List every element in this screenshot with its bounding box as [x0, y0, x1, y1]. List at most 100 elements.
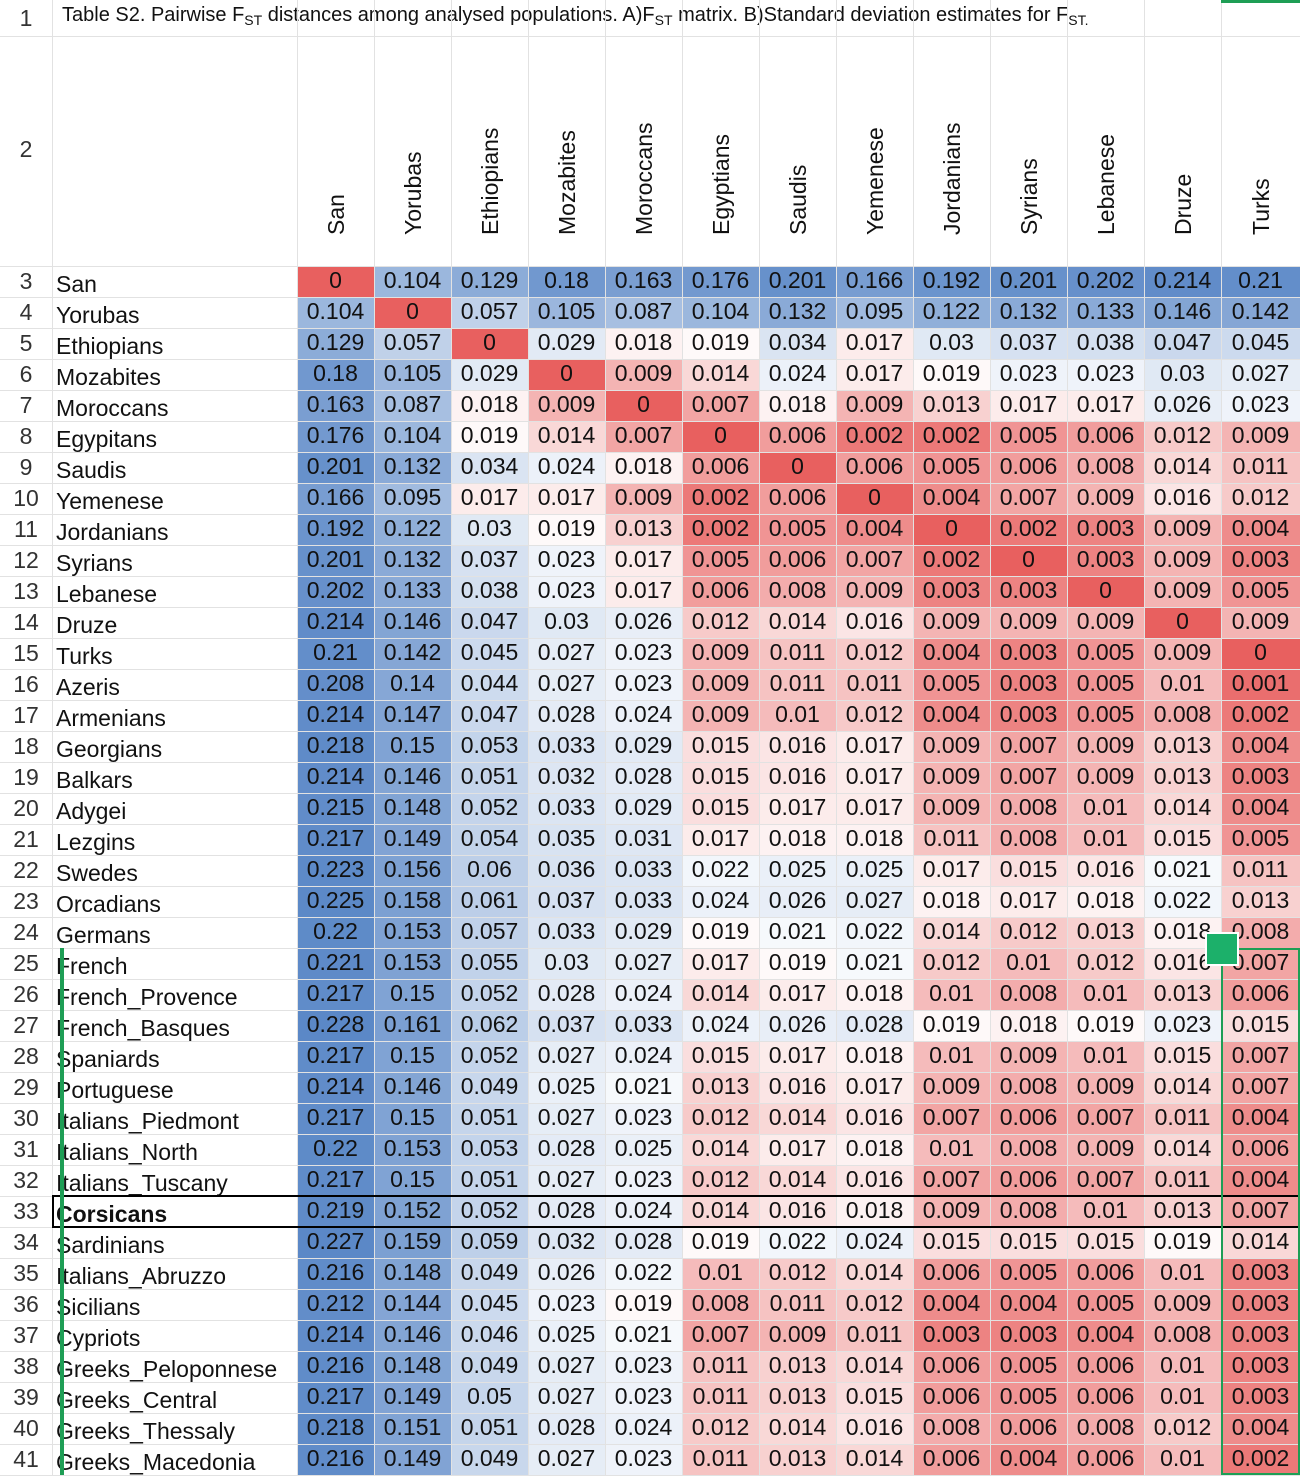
matrix-cell[interactable]: 0.018 [1067, 886, 1144, 917]
matrix-cell[interactable]: 0.013 [605, 514, 682, 545]
matrix-cell[interactable]: 0.002 [682, 483, 759, 514]
matrix-cell[interactable]: 0.033 [605, 886, 682, 917]
matrix-cell[interactable]: 0.008 [1067, 452, 1144, 483]
matrix-cell[interactable]: 0.14 [374, 669, 451, 700]
matrix-cell[interactable]: 0.005 [1067, 1289, 1144, 1320]
matrix-cell[interactable]: 0.014 [836, 1258, 913, 1289]
matrix-cell[interactable]: 0.026 [759, 886, 836, 917]
matrix-cell[interactable]: 0.015 [682, 793, 759, 824]
row-number[interactable]: 6 [19, 361, 33, 387]
matrix-cell[interactable]: 0.004 [1067, 1320, 1144, 1351]
matrix-cell[interactable]: 0.227 [297, 1227, 374, 1258]
matrix-cell[interactable]: 0.004 [1221, 731, 1300, 762]
row-number[interactable]: 20 [13, 795, 39, 821]
matrix-cell[interactable]: 0.163 [605, 266, 682, 297]
matrix-cell[interactable]: 0.017 [605, 545, 682, 576]
matrix-cell[interactable]: 0.006 [759, 421, 836, 452]
matrix-cell[interactable]: 0.022 [605, 1258, 682, 1289]
matrix-cell[interactable]: 0.15 [374, 1041, 451, 1072]
matrix-cell[interactable]: 0.03 [913, 328, 990, 359]
row-label-lebanese[interactable]: Lebanese [56, 581, 158, 607]
matrix-cell[interactable]: 0.009 [1067, 483, 1144, 514]
matrix-cell[interactable]: 0.018 [990, 1010, 1067, 1041]
matrix-cell[interactable]: 0.15 [374, 731, 451, 762]
matrix-cell[interactable]: 0.003 [1221, 762, 1300, 793]
matrix-cell[interactable]: 0.146 [374, 1072, 451, 1103]
matrix-cell[interactable]: 0.062 [451, 1010, 528, 1041]
matrix-cell[interactable]: 0.018 [836, 1134, 913, 1165]
row-number[interactable]: 21 [13, 826, 39, 852]
matrix-cell[interactable]: 0.017 [990, 886, 1067, 917]
matrix-cell[interactable]: 0.034 [451, 452, 528, 483]
matrix-cell[interactable]: 0.015 [682, 762, 759, 793]
matrix-cell[interactable]: 0.023 [990, 359, 1067, 390]
matrix-cell[interactable]: 0.017 [759, 1134, 836, 1165]
matrix-cell[interactable]: 0.011 [682, 1351, 759, 1382]
matrix-cell[interactable]: 0.009 [1067, 762, 1144, 793]
matrix-cell[interactable]: 0.122 [913, 297, 990, 328]
matrix-cell[interactable]: 0.008 [990, 1134, 1067, 1165]
row-label-swedes[interactable]: Swedes [56, 860, 138, 886]
row-number[interactable]: 19 [13, 764, 39, 790]
row-number[interactable]: 38 [13, 1353, 39, 1379]
matrix-cell[interactable]: 0.026 [1144, 390, 1221, 421]
row-label-orcadians[interactable]: Orcadians [56, 891, 161, 917]
matrix-cell[interactable]: 0.212 [297, 1289, 374, 1320]
matrix-cell[interactable]: 0.027 [528, 1382, 605, 1413]
matrix-cell[interactable]: 0.051 [451, 1103, 528, 1134]
row-label-french_provence[interactable]: French_Provence [56, 984, 238, 1010]
matrix-cell[interactable]: 0.014 [682, 979, 759, 1010]
row-label-sardinians[interactable]: Sardinians [56, 1232, 165, 1258]
matrix-cell[interactable]: 0.009 [913, 607, 990, 638]
matrix-cell[interactable]: 0.025 [759, 855, 836, 886]
matrix-cell[interactable]: 0.027 [836, 886, 913, 917]
matrix-cell[interactable]: 0.218 [297, 1413, 374, 1444]
column-header-saudis[interactable]: Saudis [759, 36, 836, 266]
matrix-cell[interactable]: 0.002 [913, 545, 990, 576]
matrix-cell[interactable]: 0.024 [605, 700, 682, 731]
matrix-cell[interactable]: 0.004 [990, 1289, 1067, 1320]
matrix-cell[interactable]: 0.013 [1144, 731, 1221, 762]
matrix-cell[interactable]: 0.006 [759, 545, 836, 576]
matrix-cell[interactable]: 0.06 [451, 855, 528, 886]
matrix-cell[interactable]: 0.018 [836, 979, 913, 1010]
matrix-cell[interactable]: 0.003 [1221, 1289, 1300, 1320]
row-number[interactable]: 2 [19, 136, 33, 162]
matrix-cell[interactable]: 0.01 [1067, 1041, 1144, 1072]
matrix-cell[interactable]: 0.012 [682, 1413, 759, 1444]
matrix-cell[interactable]: 0.006 [1221, 979, 1300, 1010]
row-label-azeris[interactable]: Azeris [56, 674, 120, 700]
matrix-cell[interactable]: 0.017 [759, 793, 836, 824]
matrix-cell[interactable]: 0.025 [528, 1072, 605, 1103]
matrix-cell[interactable]: 0.061 [451, 886, 528, 917]
matrix-cell[interactable]: 0.033 [605, 1010, 682, 1041]
matrix-cell[interactable]: 0.046 [451, 1320, 528, 1351]
matrix-cell[interactable]: 0.047 [451, 700, 528, 731]
row-number[interactable]: 28 [13, 1043, 39, 1069]
matrix-cell[interactable]: 0.002 [1221, 1444, 1300, 1475]
row-number[interactable]: 8 [19, 423, 33, 449]
matrix-cell[interactable]: 0.003 [990, 700, 1067, 731]
column-header-yemenese[interactable]: Yemenese [836, 36, 913, 266]
column-header-ethiopians[interactable]: Ethiopians [451, 36, 528, 266]
matrix-cell[interactable]: 0.01 [1144, 1258, 1221, 1289]
matrix-cell[interactable]: 0.027 [605, 948, 682, 979]
matrix-cell[interactable]: 0 [605, 390, 682, 421]
matrix-cell[interactable]: 0.005 [990, 1258, 1067, 1289]
matrix-cell[interactable]: 0.038 [451, 576, 528, 607]
matrix-cell[interactable]: 0.003 [913, 576, 990, 607]
matrix-cell[interactable]: 0.132 [990, 297, 1067, 328]
matrix-cell[interactable]: 0.129 [451, 266, 528, 297]
matrix-cell[interactable]: 0.016 [836, 1165, 913, 1196]
matrix-cell[interactable]: 0.218 [297, 731, 374, 762]
matrix-cell[interactable]: 0.006 [836, 452, 913, 483]
matrix-cell[interactable]: 0.027 [528, 1165, 605, 1196]
matrix-cell[interactable]: 0.004 [990, 1444, 1067, 1475]
matrix-cell[interactable]: 0.051 [451, 762, 528, 793]
matrix-cell[interactable]: 0.01 [1067, 824, 1144, 855]
matrix-cell[interactable]: 0.221 [297, 948, 374, 979]
row-label-corsicans[interactable]: Corsicans [56, 1201, 168, 1227]
matrix-cell[interactable]: 0.017 [759, 979, 836, 1010]
row-number[interactable]: 39 [13, 1384, 39, 1410]
